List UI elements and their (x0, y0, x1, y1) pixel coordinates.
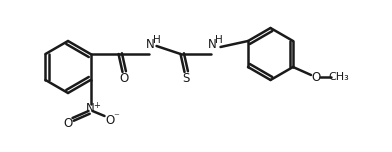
Text: N: N (208, 38, 217, 50)
Text: N: N (86, 102, 95, 114)
Text: CH₃: CH₃ (328, 72, 349, 82)
Text: +: + (93, 100, 100, 109)
Text: O: O (311, 71, 321, 83)
Text: N: N (146, 38, 155, 50)
Text: H: H (152, 35, 160, 45)
Text: H: H (215, 35, 222, 45)
Text: ⁻: ⁻ (114, 112, 120, 122)
Text: S: S (182, 71, 189, 85)
Text: O: O (63, 116, 72, 130)
Text: O: O (105, 114, 114, 126)
Text: O: O (119, 71, 128, 85)
